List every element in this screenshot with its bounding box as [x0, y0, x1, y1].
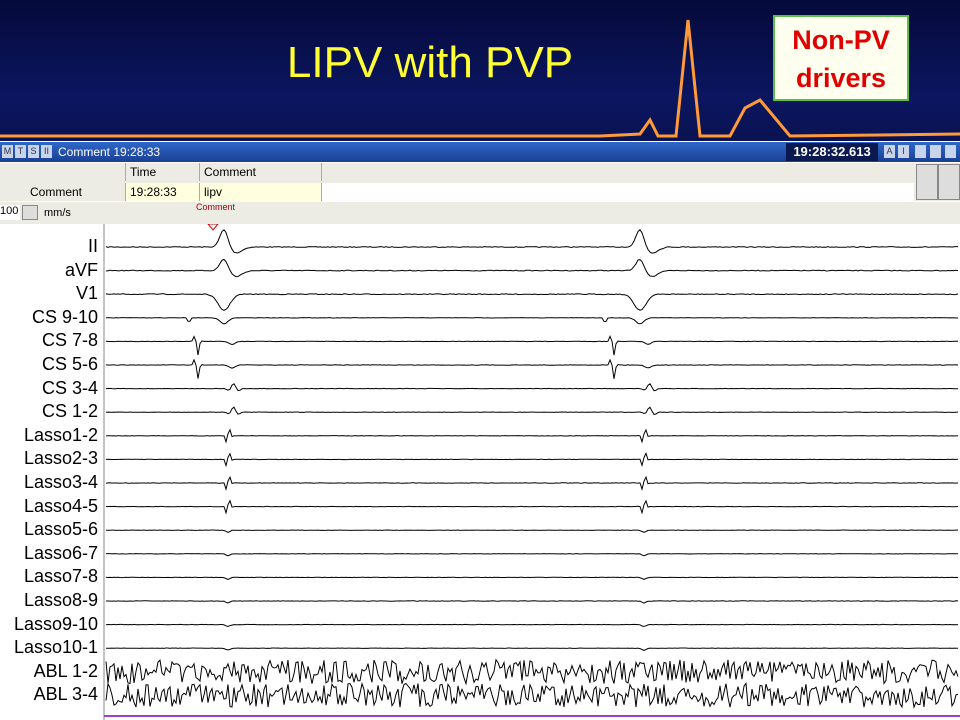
channel-label: ABL 1-2: [33, 660, 98, 681]
channel-label: Lasso3-4: [23, 472, 98, 492]
channel-label: II: [87, 236, 98, 256]
trace: [105, 452, 959, 468]
speed-unit: mm/s: [44, 207, 71, 219]
event-marker: Comment: [196, 202, 236, 212]
trace: [105, 623, 959, 628]
table-blank: [322, 183, 914, 201]
trace: [105, 334, 959, 356]
trace: [105, 358, 959, 379]
channel-label: CS 1-2: [41, 401, 98, 422]
toolbar-button[interactable]: S: [28, 145, 39, 158]
scroll-right[interactable]: [938, 164, 960, 200]
table-header: Comment: [200, 163, 322, 181]
window-button[interactable]: A: [884, 145, 895, 158]
channel-labels: II aVF V1 CS 9-10 CS 7-8 CS 5-6 CS 3-4 CS 1-2 La…: [0, 224, 104, 720]
channel-label: Lasso1-2: [23, 424, 98, 445]
trace: [105, 406, 959, 415]
table-header: Time: [126, 163, 200, 181]
trace: [105, 529, 959, 533]
channel-label: aVF: [64, 259, 98, 280]
scroll-left[interactable]: [916, 164, 938, 200]
channel-label: Lasso4-5: [23, 495, 98, 516]
window-button[interactable]: I: [898, 145, 909, 158]
channel-label: CS 5-6: [41, 354, 98, 374]
trace: [106, 647, 958, 651]
event-arrow: [207, 224, 219, 231]
trace: [105, 293, 959, 311]
window-button[interactable]: [930, 145, 941, 158]
channel-label: V1: [75, 283, 98, 304]
channel-label: ABL 3-4: [33, 684, 98, 705]
trace-area: [103, 224, 960, 720]
channel-label: Lasso10-1: [13, 637, 98, 658]
badge-line: drivers: [795, 63, 887, 93]
slide-header: LIPV with PVP Non-PV drivers: [0, 0, 960, 141]
speed-row: 100 mm/s Comment: [0, 202, 960, 224]
trace: [105, 229, 958, 254]
ecg-line: [0, 19, 960, 138]
badge-line: Non-PV: [792, 25, 890, 55]
toolbar-button[interactable]: T: [15, 145, 26, 158]
speed-dropdown[interactable]: [22, 205, 38, 220]
channel-label: Lasso2-3: [23, 448, 98, 469]
trace: [105, 576, 959, 580]
channel-label: CS 3-4: [41, 377, 98, 398]
channel-label: Lasso9-10: [13, 613, 98, 634]
channel-label: Lasso8-9: [23, 590, 98, 610]
slide-title: LIPV with PVP: [286, 38, 574, 87]
trace: [106, 258, 959, 278]
trace: [106, 317, 959, 325]
clock: 19:28:32.613: [786, 143, 878, 161]
trace: [105, 681, 959, 709]
toolbar-button[interactable]: M: [2, 145, 13, 158]
status-text: Comment 19:28:33: [58, 145, 161, 159]
trace: [105, 428, 959, 444]
badge: Non-PV drivers: [773, 15, 909, 101]
toolbar-button[interactable]: II: [41, 145, 52, 158]
table-cell[interactable]: Comment: [0, 183, 126, 201]
trace: [105, 499, 959, 515]
trace: [105, 382, 959, 392]
speed-select[interactable]: 100: [0, 205, 20, 220]
channel-label: Lasso7-8: [23, 566, 98, 587]
window-button[interactable]: [945, 145, 956, 158]
trace: [105, 475, 959, 492]
comment-table: Time Comment Comment 19:28:33 lipv: [0, 163, 960, 201]
toolbar: M T S II Comment 19:28:33 A I: [0, 142, 960, 162]
channel-label: CS 9-10: [31, 306, 98, 327]
trace: [105, 658, 959, 686]
channel-label: Lasso5-6: [23, 519, 98, 540]
ecg-decoration: [0, 19, 960, 138]
table-corner: [0, 163, 126, 181]
table-cell[interactable]: lipv: [200, 183, 322, 201]
channel-label: CS 7-8: [41, 330, 98, 351]
table-cell[interactable]: 19:28:33: [126, 183, 200, 201]
trace: [106, 600, 959, 604]
channel-label: Lasso6-7: [23, 542, 98, 563]
window-button[interactable]: [915, 145, 926, 158]
trace: [106, 553, 958, 557]
